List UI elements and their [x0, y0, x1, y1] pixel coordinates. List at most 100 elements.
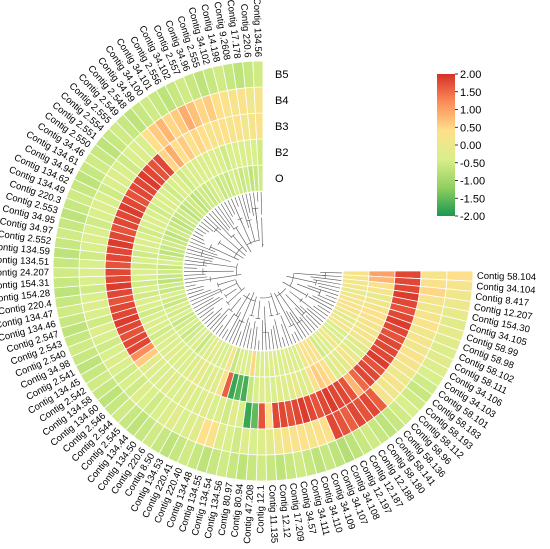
colorbar-tick-label: 1.00 [460, 105, 481, 117]
contig-label: Contig 134.59 [0, 241, 50, 257]
tree-leaf-branch [189, 241, 216, 253]
tree-leaf-branch [232, 320, 243, 344]
tree-leaf-branch [246, 328, 252, 349]
tree-leaf-branch [212, 314, 228, 333]
tree-internal-branch [251, 296, 257, 316]
tree-leaf-branch [245, 193, 251, 213]
tree-leaf-branch [206, 313, 221, 328]
tree-leaf-branch [224, 201, 233, 217]
heatmap-cell-B3-32 [257, 402, 266, 430]
tree-leaf-branch [187, 248, 203, 254]
tree-leaf-branch [201, 311, 214, 322]
tree-internal-arc [200, 250, 204, 257]
tree-leaf-branch [285, 310, 303, 340]
heatmap-cell-B5-31 [265, 454, 278, 482]
tree-leaf-branch [203, 218, 218, 231]
tree-internal-branch [235, 227, 252, 253]
ring-label-O: O [275, 173, 284, 185]
tree-internal-branch [225, 288, 237, 297]
tree-internal-branch [248, 220, 256, 242]
tree-leaf-branch [280, 315, 293, 345]
tree-internal-branch [235, 292, 250, 316]
tree-leaf-branch [208, 213, 233, 238]
tree-internal-branch [232, 235, 248, 253]
tree-leaf-branch [281, 323, 290, 346]
heatmap-cell-B5-63 [52, 276, 81, 289]
tree-internal-branch [217, 279, 235, 286]
tree-leaf-branch [239, 317, 249, 347]
tree-internal-branch [296, 283, 320, 293]
tree-internal-branch [270, 292, 279, 315]
tree-leaf-branch [238, 195, 250, 229]
tree-internal-branch [285, 294, 305, 314]
tree-leaf-branch [200, 221, 214, 232]
tree-internal-arc [209, 244, 212, 250]
contig-label: Contig 12.12 [277, 484, 293, 539]
tree-leaf-branch [254, 326, 258, 350]
tree-internal-branch [201, 252, 231, 262]
tree-leaf-branch [272, 325, 278, 349]
tree-leaf-branch [191, 237, 205, 245]
contig-label: Contig 134.56 [251, 0, 263, 57]
tree-leaf-branch [325, 294, 337, 300]
tree-internal-branch [268, 301, 272, 316]
colorbar-tick-label: 1.50 [460, 87, 481, 99]
tree-leaf-branch [306, 307, 324, 323]
tree-internal-branch [220, 282, 238, 292]
heatmap-rings [52, 60, 474, 482]
tree-internal-branch [215, 229, 246, 256]
heatmap-cell-B2-64 [130, 268, 158, 276]
tree-internal-branch [241, 292, 255, 322]
tree-leaf-branch [310, 276, 342, 281]
tree-internal-branch [277, 291, 300, 322]
tree-internal-branch [274, 292, 292, 326]
contig-label: Contig 220.6 [238, 3, 253, 58]
contig-label: Contig 34.104 [476, 281, 536, 296]
heatmap-cell-B4-63 [78, 275, 106, 287]
colorbar-tick-label: 0.50 [460, 122, 481, 134]
heatmap-cell-B3-64 [104, 268, 132, 277]
ring-label-B3: B3 [275, 121, 288, 133]
tree-leaf-branch [197, 297, 223, 316]
tree-leaf-branch [299, 305, 321, 326]
colorbar-tick-label: 0.00 [460, 140, 481, 152]
tree-internal-branch [203, 262, 236, 268]
tree-leaf-branch [274, 319, 282, 348]
tree-leaf-branch [211, 210, 229, 231]
tree-leaf-branch [305, 315, 319, 328]
tree-leaf-branch [308, 296, 333, 310]
contig-label: Contig 47.208 [242, 484, 256, 544]
tree-internal-branch [289, 291, 302, 301]
tree-leaf-branch [194, 231, 204, 237]
tree-internal-arc [203, 259, 205, 266]
tree-leaf-branch [270, 329, 275, 350]
tree-internal-arc [296, 319, 303, 324]
heatmap-cell-B5-96 [252, 60, 264, 88]
tree-leaf-branch [294, 331, 300, 342]
tree-root-arc [233, 246, 243, 258]
tree-leaf-branch [198, 224, 210, 233]
tree-internal-arc [233, 226, 239, 230]
tree-leaf-branch [206, 215, 221, 231]
tree-root-arc [246, 240, 260, 246]
tree-leaf-branch [185, 256, 213, 262]
tree-leaf-branch [260, 192, 262, 215]
tree-internal-branch [219, 242, 244, 259]
tree-leaf-branch [195, 296, 220, 313]
tree-leaf-branch [250, 321, 256, 350]
tree-internal-branch [210, 246, 240, 261]
tree-leaf-branch [190, 288, 221, 302]
heatmap-cell-B5-0 [446, 270, 474, 282]
tree-leaf-branch [281, 337, 286, 347]
heatmap-cell-B2-96 [256, 138, 264, 166]
heatmap-cell-B4-32 [256, 428, 267, 456]
tree-leaf-branch [199, 307, 214, 319]
tree-leaf-branch [299, 299, 326, 320]
tree-root-arc [235, 279, 242, 291]
heatmap-cell-B5-64 [52, 267, 80, 279]
tree-leaf-branch [204, 307, 223, 325]
heatmap-cell-B4-31 [265, 428, 276, 456]
tree-leaf-branch [317, 282, 341, 289]
